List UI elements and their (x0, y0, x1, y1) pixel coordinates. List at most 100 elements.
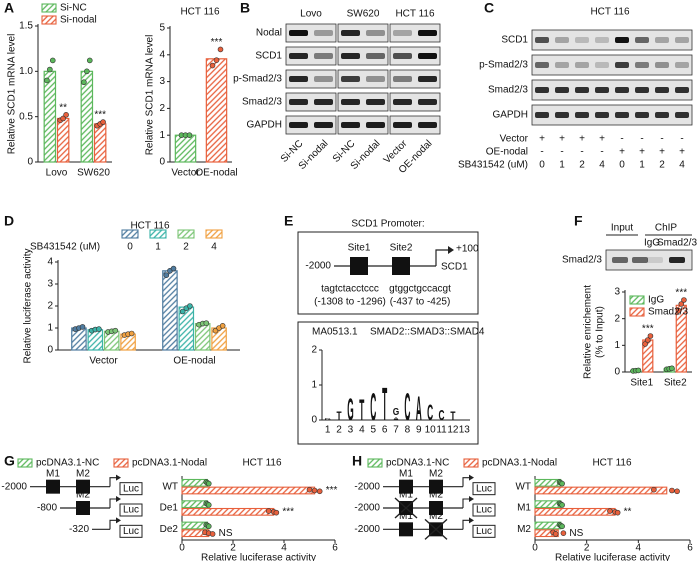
construct-start: -800 (37, 503, 57, 514)
tss-arrow (109, 519, 116, 530)
blot-band (418, 53, 437, 59)
tss-arrow (109, 477, 116, 487)
logo-letter: A (393, 417, 399, 421)
mutation-mark (424, 518, 448, 540)
condition-cell: - (640, 134, 643, 145)
legend-title: SB431542 (uM) (30, 242, 100, 253)
data-point (86, 57, 93, 64)
data-point (179, 308, 186, 315)
data-point (96, 326, 102, 332)
blot-band (655, 62, 669, 68)
blot-panel (531, 79, 693, 101)
bar (93, 123, 107, 163)
promoter-title: SCD1 Promoter: (351, 219, 424, 230)
condition-cell: + (639, 147, 645, 158)
panel-label: G (4, 453, 15, 469)
x-tick-label: 4 (281, 543, 287, 554)
y-tick-label: De1 (160, 503, 179, 514)
data-point (213, 57, 220, 63)
data-point (186, 132, 193, 138)
legend-label: 1 (155, 242, 161, 253)
logo-x-tick-label: 8 (405, 425, 411, 436)
y-tick-label: 4 (47, 257, 53, 268)
blot-band (675, 62, 689, 68)
data-point (44, 77, 50, 84)
data-point (635, 367, 642, 374)
data-point (644, 337, 651, 343)
logo-letter: T (382, 380, 387, 431)
legend-swatch (367, 458, 383, 468)
y-tick-label: 2 (614, 313, 620, 324)
blot-band (341, 122, 360, 128)
blot-protein-label: p-Smad2/3 (233, 74, 282, 85)
condition-label: OE-nodal (486, 147, 528, 158)
blot-band (314, 53, 333, 59)
blot-panel (389, 23, 441, 43)
blot-band (595, 87, 609, 93)
logo-x-tick-label: 13 (459, 425, 471, 436)
legend-swatch (121, 229, 139, 239)
data-point (651, 486, 657, 493)
legend-swatch (463, 458, 479, 468)
blot-band (393, 122, 412, 128)
construct-start: -2000 (354, 481, 380, 492)
condition-cell: + (539, 134, 545, 145)
blot-band (289, 53, 308, 59)
data-point (681, 297, 687, 303)
motif-label: M1 (399, 468, 413, 479)
tss-arrowhead (469, 474, 474, 481)
legend-label: IgG (648, 295, 664, 306)
blot-panel (605, 249, 693, 271)
tss-arrowhead (116, 517, 121, 524)
motif-label: M2 (76, 468, 90, 479)
blot-band (418, 30, 437, 36)
tss-arrowhead (448, 246, 454, 254)
legend-swatch (629, 307, 645, 317)
blot-band (289, 99, 308, 105)
blot-band (366, 99, 385, 105)
tss-arrowhead (469, 517, 474, 524)
motif-label: M2 (429, 511, 443, 522)
logo-x-tick-label: 9 (416, 425, 422, 436)
reporter-label: Luc (476, 505, 492, 516)
blot-band (341, 99, 360, 105)
bar (194, 323, 211, 351)
data-point (100, 119, 106, 125)
condition-cell: + (659, 147, 665, 158)
y-tick-label: 3 (614, 287, 620, 298)
data-point (84, 68, 90, 75)
data-point (306, 486, 313, 493)
blot-panel (285, 23, 337, 43)
blot-protein-label: Smad2/3 (488, 85, 528, 96)
blot-band (595, 62, 609, 68)
legend-label: 4 (211, 242, 217, 253)
data-point (163, 272, 170, 279)
blot-panel (389, 115, 441, 135)
data-point (219, 322, 226, 329)
blot-band (615, 37, 629, 43)
motif-label: M1 (399, 511, 413, 522)
legend-swatch (177, 229, 195, 239)
x-tick-label: Lovo (46, 168, 68, 179)
blot-band (675, 112, 689, 118)
logo-x-tick-label: 3 (348, 425, 354, 436)
y-axis-label: Relative enrichement (583, 285, 594, 379)
chart-title: HCT 116 (242, 458, 282, 469)
data-point (209, 62, 216, 69)
significance-label: ** (59, 102, 67, 113)
blot-band (535, 62, 549, 68)
condition-cell: + (599, 134, 605, 145)
motif-box (399, 479, 413, 494)
legend-label: Si-NC (60, 3, 87, 14)
motif-label: M1 (46, 468, 60, 479)
data-point (675, 307, 682, 314)
site-range: (-1308 to -1296) (314, 297, 386, 308)
blot-band (341, 53, 360, 59)
legend-swatch (41, 3, 57, 13)
data-point (205, 523, 212, 530)
reporter-box (119, 482, 143, 496)
data-point (187, 303, 193, 309)
blot-panel (337, 92, 389, 112)
blot-band (393, 99, 412, 105)
blot-band (635, 37, 649, 43)
